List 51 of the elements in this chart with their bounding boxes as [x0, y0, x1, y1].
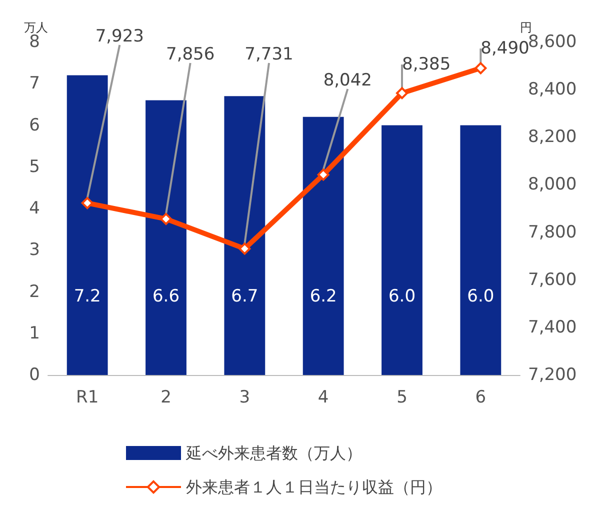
y2-tick-label: 8,200	[528, 127, 577, 148]
data-label: 6.6	[152, 286, 180, 306]
data-label: 8,490	[480, 38, 530, 58]
y-tick-label: 1	[29, 323, 40, 344]
bar	[460, 125, 502, 375]
data-label: 7,856	[166, 44, 215, 64]
point	[238, 242, 251, 255]
data-label: 8,042	[323, 70, 372, 90]
bar	[224, 96, 266, 375]
legend-label: 外来患者１人１日当たり収益（円）	[186, 478, 442, 496]
y2-tick-label: 7,800	[528, 222, 577, 242]
y2-tick-label: 7,200	[528, 365, 577, 385]
y2-tick-label: 7,400	[528, 317, 577, 338]
x-tick-label: 2	[160, 388, 172, 408]
y2-tick-label: 8,000	[528, 174, 577, 195]
y-tick-label: 6	[29, 115, 40, 136]
y-tick-label: 2	[29, 282, 40, 302]
y-tick-label: 8	[29, 32, 40, 52]
y2-tick-label: 8,600	[528, 32, 577, 52]
x-tick-label: 5	[396, 388, 408, 408]
bar	[146, 100, 186, 375]
data-label: 6.7	[231, 286, 258, 306]
y2-axis-title: 円	[520, 20, 532, 35]
y-tick-label: 7	[29, 74, 40, 94]
point	[474, 62, 487, 74]
x-tick-label: R1	[76, 388, 99, 408]
bar	[66, 75, 108, 375]
data-label: 7.2	[74, 286, 101, 306]
y-axis-title: 万人	[24, 20, 48, 35]
data-label: 7,923	[95, 26, 144, 46]
data-label: 6.0	[467, 286, 494, 306]
data-label: 6.2	[310, 286, 337, 306]
point	[396, 87, 408, 100]
point	[81, 197, 94, 210]
data-label: 8,385	[402, 54, 451, 74]
x-tick-label: 6	[475, 388, 486, 408]
point	[160, 212, 172, 225]
x-tick-label: 3	[239, 388, 250, 408]
y-tick-label: 3	[29, 240, 40, 260]
y-tick-label: 4	[29, 198, 40, 218]
bar	[382, 125, 422, 375]
data-label: 7,731	[244, 44, 294, 64]
y2-tick-label: 8,400	[528, 80, 577, 100]
legend-label: 延べ外来患者数（万人）	[185, 444, 362, 462]
data-label: 6.0	[388, 286, 416, 306]
x-tick-label: 4	[318, 388, 329, 408]
point	[317, 168, 330, 181]
y2-tick-label: 7,600	[528, 270, 577, 290]
bar	[302, 116, 344, 375]
y-tick-label: 0	[29, 365, 40, 385]
y-tick-label: 5	[29, 156, 40, 177]
